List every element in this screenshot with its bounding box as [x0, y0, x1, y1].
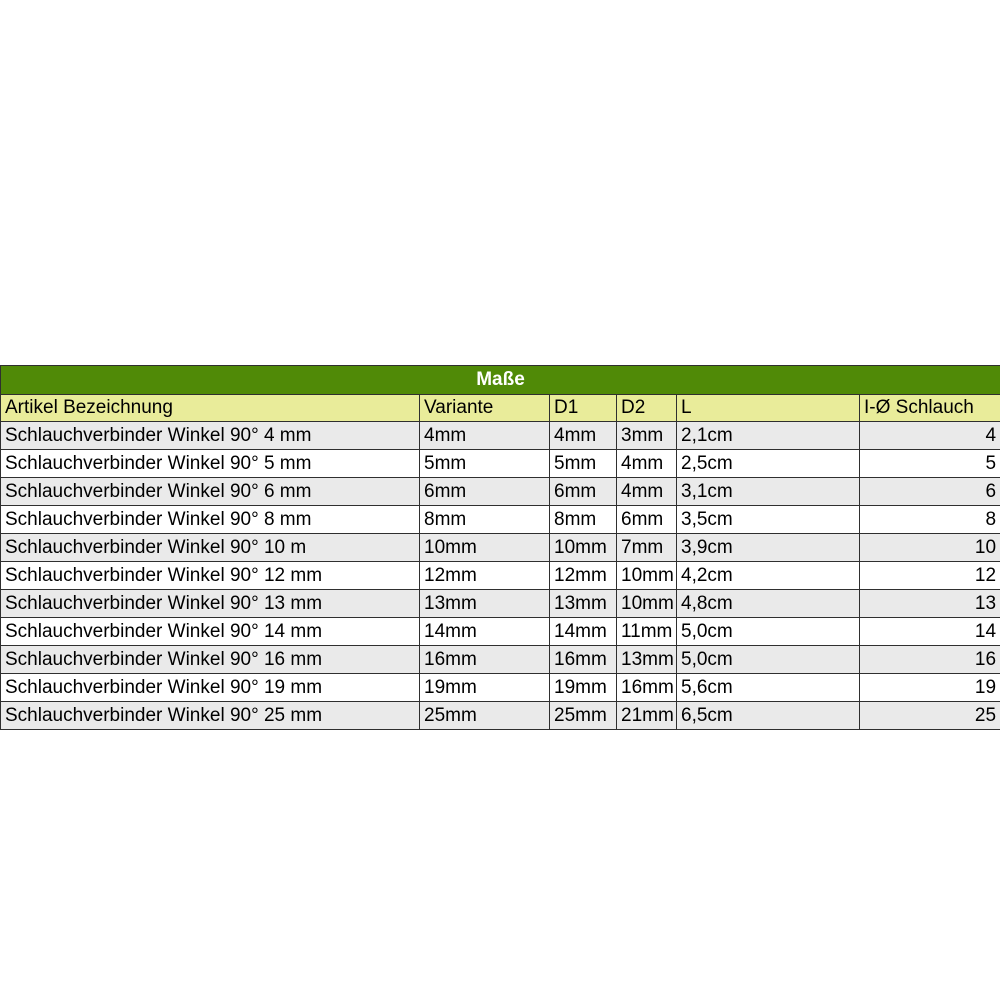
table-cell: 5mm [550, 450, 617, 478]
table-cell: 10mm [617, 590, 677, 618]
table-cell: 21mm [617, 702, 677, 730]
table-cell: 13mm [420, 590, 550, 618]
table-cell: 5,0cm [677, 618, 860, 646]
column-header: L [677, 395, 860, 422]
table-row: Schlauchverbinder Winkel 90° 10 m10mm10m… [1, 534, 1000, 562]
table-cell: Schlauchverbinder Winkel 90° 10 m [1, 534, 420, 562]
table-cell: 16 [860, 646, 1000, 674]
table-row: Schlauchverbinder Winkel 90° 14 mm14mm14… [1, 618, 1000, 646]
table-cell: 6mm [550, 478, 617, 506]
table-row: Schlauchverbinder Winkel 90° 16 mm16mm16… [1, 646, 1000, 674]
table-row: Schlauchverbinder Winkel 90° 4 mm4mm4mm3… [1, 422, 1000, 450]
table-cell: 25mm [420, 702, 550, 730]
table-cell: 14mm [550, 618, 617, 646]
table-cell: 2,1cm [677, 422, 860, 450]
table-cell: 13mm [550, 590, 617, 618]
column-header: D1 [550, 395, 617, 422]
table-cell: 6 [860, 478, 1000, 506]
table-cell: 12mm [420, 562, 550, 590]
column-header: Variante [420, 395, 550, 422]
table-body: Schlauchverbinder Winkel 90° 4 mm4mm4mm3… [1, 422, 1000, 730]
table-row: Schlauchverbinder Winkel 90° 5 mm5mm5mm4… [1, 450, 1000, 478]
table-cell: 16mm [550, 646, 617, 674]
table-cell: 5mm [420, 450, 550, 478]
table-cell: 3,1cm [677, 478, 860, 506]
table-cell: Schlauchverbinder Winkel 90° 12 mm [1, 562, 420, 590]
table-row: Schlauchverbinder Winkel 90° 6 mm6mm6mm4… [1, 478, 1000, 506]
table-cell: 6,5cm [677, 702, 860, 730]
table-cell: 4mm [617, 450, 677, 478]
table-cell: Schlauchverbinder Winkel 90° 13 mm [1, 590, 420, 618]
table-cell: Schlauchverbinder Winkel 90° 4 mm [1, 422, 420, 450]
table-cell: 13mm [617, 646, 677, 674]
table-cell: Schlauchverbinder Winkel 90° 19 mm [1, 674, 420, 702]
table-cell: 14mm [420, 618, 550, 646]
table-cell: Schlauchverbinder Winkel 90° 6 mm [1, 478, 420, 506]
table-cell: 13 [860, 590, 1000, 618]
table-cell: 10mm [420, 534, 550, 562]
table-cell: Schlauchverbinder Winkel 90° 16 mm [1, 646, 420, 674]
column-header: I-Ø Schlauch [860, 395, 1000, 422]
table-cell: 10mm [617, 562, 677, 590]
table-cell: 14 [860, 618, 1000, 646]
dimensions-table: Maße Artikel BezeichnungVarianteD1D2LI-Ø… [0, 365, 1000, 730]
table-row: Schlauchverbinder Winkel 90° 19 mm19mm19… [1, 674, 1000, 702]
table-cell: 19mm [420, 674, 550, 702]
table-cell: 10mm [550, 534, 617, 562]
table-title: Maße [1, 366, 1000, 395]
table-row: Schlauchverbinder Winkel 90° 8 mm8mm8mm6… [1, 506, 1000, 534]
table-cell: 12 [860, 562, 1000, 590]
table-cell: 5 [860, 450, 1000, 478]
table-row: Schlauchverbinder Winkel 90° 25 mm25mm25… [1, 702, 1000, 730]
table-cell: 19 [860, 674, 1000, 702]
table-cell: 12mm [550, 562, 617, 590]
table-header-row: Artikel BezeichnungVarianteD1D2LI-Ø Schl… [1, 395, 1000, 422]
table-cell: 3,9cm [677, 534, 860, 562]
table-row: Schlauchverbinder Winkel 90° 12 mm12mm12… [1, 562, 1000, 590]
table-cell: 3mm [617, 422, 677, 450]
table-cell: Schlauchverbinder Winkel 90° 5 mm [1, 450, 420, 478]
table-cell: 5,6cm [677, 674, 860, 702]
table-cell: 8mm [550, 506, 617, 534]
table-title-row: Maße [1, 366, 1000, 395]
table-cell: 10 [860, 534, 1000, 562]
table-cell: 19mm [550, 674, 617, 702]
table-container: Maße Artikel BezeichnungVarianteD1D2LI-Ø… [0, 365, 1000, 730]
table-cell: 25 [860, 702, 1000, 730]
table-cell: 4,8cm [677, 590, 860, 618]
table-cell: 16mm [617, 674, 677, 702]
table-cell: 6mm [420, 478, 550, 506]
table-cell: 4 [860, 422, 1000, 450]
table-cell: Schlauchverbinder Winkel 90° 25 mm [1, 702, 420, 730]
table-cell: 4,2cm [677, 562, 860, 590]
table-cell: Schlauchverbinder Winkel 90° 8 mm [1, 506, 420, 534]
table-cell: 5,0cm [677, 646, 860, 674]
table-cell: 6mm [617, 506, 677, 534]
table-cell: 4mm [420, 422, 550, 450]
column-header: D2 [617, 395, 677, 422]
table-cell: 4mm [617, 478, 677, 506]
table-cell: 2,5cm [677, 450, 860, 478]
table-cell: 3,5cm [677, 506, 860, 534]
table-cell: 25mm [550, 702, 617, 730]
table-cell: 11mm [617, 618, 677, 646]
table-cell: 7mm [617, 534, 677, 562]
column-header: Artikel Bezeichnung [1, 395, 420, 422]
table-cell: 16mm [420, 646, 550, 674]
table-cell: 8mm [420, 506, 550, 534]
table-row: Schlauchverbinder Winkel 90° 13 mm13mm13… [1, 590, 1000, 618]
table-cell: 8 [860, 506, 1000, 534]
table-cell: 4mm [550, 422, 617, 450]
table-cell: Schlauchverbinder Winkel 90° 14 mm [1, 618, 420, 646]
